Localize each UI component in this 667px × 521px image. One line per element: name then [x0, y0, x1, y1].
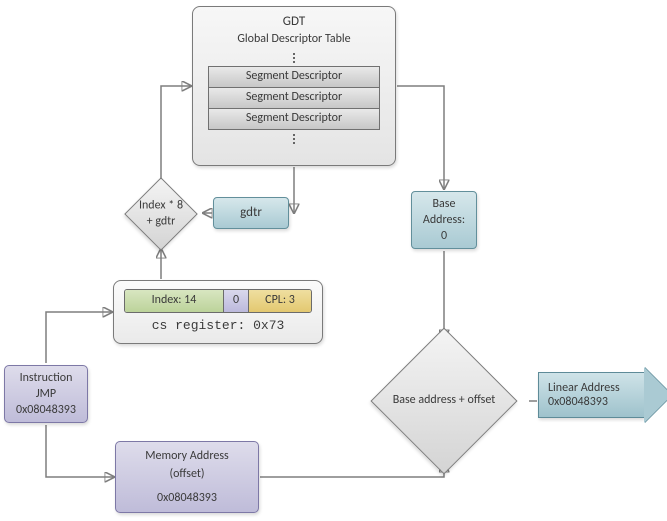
result-line1: Linear Address	[548, 381, 666, 395]
index-calc-line2: + gdtr	[147, 214, 176, 228]
gdt-box: GDT Global Descriptor Table Segment Desc…	[192, 6, 396, 166]
gdt-row: Segment Descriptor	[208, 66, 380, 88]
index-calc-line1: Index * 8	[139, 198, 183, 212]
gdtr-box: gdtr	[213, 197, 289, 229]
base-line1: Base	[433, 196, 456, 212]
sum-diamond: Base address + offset	[360, 341, 528, 461]
index-calc-diamond: Index * 8 + gdtr	[122, 181, 200, 247]
instruction-line3: 0x08048393	[16, 402, 76, 418]
offset-box: Memory Address (offset) 0x08048393	[115, 441, 259, 513]
offset-line1: Memory Address	[145, 448, 228, 464]
gdt-dots-bottom	[293, 130, 295, 148]
offset-line2: (offset)	[169, 466, 204, 482]
cs-index-field: Index: 14	[125, 290, 224, 312]
instruction-line1: Instruction	[20, 370, 73, 386]
instruction-box: Instruction JMP 0x08048393	[4, 365, 88, 423]
base-address-box: Base Address: 0	[411, 191, 477, 249]
cs-ti-field: 0	[224, 290, 249, 312]
base-line3: 0	[441, 228, 447, 244]
sum-label: Base address + offset	[393, 393, 496, 409]
result-line2: 0x08048393	[548, 395, 666, 409]
linear-address-arrow: Linear Address 0x08048393	[538, 372, 666, 418]
offset-line3: 0x08048393	[157, 490, 217, 506]
base-line2: Address:	[423, 212, 465, 228]
instruction-line2: JMP	[36, 386, 56, 402]
gdt-title-1: GDT	[283, 13, 305, 31]
gdt-title-2: Global Descriptor Table	[237, 31, 350, 47]
gdt-row: Segment Descriptor	[208, 87, 380, 109]
cs-register-box: Index: 14 0 CPL: 3 cs register: 0x73	[113, 280, 323, 344]
gdt-row: Segment Descriptor	[208, 108, 380, 130]
gdtr-label: gdtr	[240, 204, 262, 222]
gdt-dots-top	[293, 49, 295, 67]
cs-cpl-field: CPL: 3	[249, 290, 311, 312]
cs-register-caption: cs register: 0x73	[152, 317, 285, 335]
